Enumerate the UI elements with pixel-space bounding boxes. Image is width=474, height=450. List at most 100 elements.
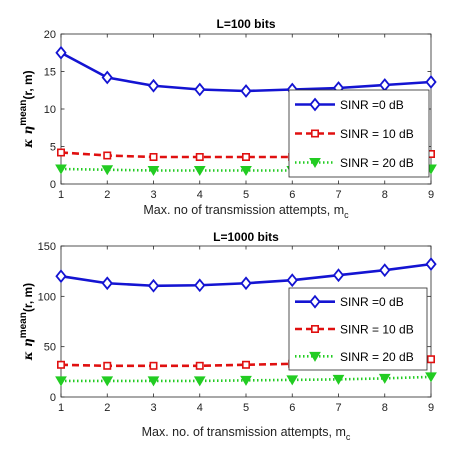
legend-marker bbox=[309, 294, 321, 309]
legend-marker bbox=[310, 129, 319, 138]
data-point bbox=[378, 373, 391, 384]
data-point bbox=[195, 361, 204, 370]
y-axis-label-superscript: mean bbox=[18, 100, 29, 126]
data-point bbox=[194, 278, 206, 293]
x-axis-label-subscript: c bbox=[346, 432, 351, 442]
x-tick-label: 6 bbox=[289, 189, 295, 201]
x-tick-label: 1 bbox=[58, 402, 64, 414]
y-axis-label-superscript: mean bbox=[18, 312, 29, 338]
data-point bbox=[101, 165, 114, 176]
data-point bbox=[55, 164, 67, 175]
data-point bbox=[55, 376, 67, 387]
data-point bbox=[56, 148, 65, 157]
data-point bbox=[56, 360, 65, 369]
data-point bbox=[286, 273, 298, 288]
x-tick-label: 7 bbox=[335, 189, 341, 201]
data-point bbox=[193, 376, 206, 387]
x-tick-label: 6 bbox=[289, 402, 295, 414]
legend-marker bbox=[309, 158, 321, 168]
data-point bbox=[242, 153, 251, 162]
y-tick-label: 10 bbox=[44, 104, 56, 116]
y-tick-label: 0 bbox=[50, 392, 56, 404]
data-point bbox=[240, 276, 252, 291]
x-tick-label: 7 bbox=[335, 402, 341, 414]
data-point bbox=[425, 257, 437, 272]
x-tick-label: 1 bbox=[58, 189, 64, 201]
data-point bbox=[240, 84, 252, 98]
y-axis-label-symbol: κ η bbox=[21, 338, 35, 361]
y-tick-label: 15 bbox=[44, 67, 56, 79]
x-tick-label: 3 bbox=[150, 402, 156, 414]
legend-label: SINR = 10 dB bbox=[340, 127, 414, 141]
x-tick-label: 8 bbox=[382, 189, 388, 201]
series-3 bbox=[55, 372, 437, 387]
x-axis-label-subscript: c bbox=[344, 210, 349, 220]
y-tick-label: 150 bbox=[38, 241, 56, 253]
data-point bbox=[101, 276, 113, 291]
x-tick-label: 4 bbox=[197, 189, 203, 201]
x-axis-label-main: Max. no of transmission attempts, m bbox=[143, 203, 344, 217]
y-axis-label: κ ηmean(r, m) bbox=[18, 283, 35, 361]
data-point bbox=[240, 166, 252, 176]
x-tick-label: 5 bbox=[243, 402, 249, 414]
y-tick-label: 100 bbox=[38, 291, 56, 303]
data-point bbox=[425, 372, 437, 383]
y-axis-label-symbol: κ η bbox=[21, 126, 35, 149]
data-point bbox=[379, 263, 391, 278]
data-point bbox=[101, 70, 113, 85]
data-point bbox=[147, 376, 160, 387]
data-point bbox=[286, 375, 299, 386]
x-tick-label: 3 bbox=[150, 189, 156, 201]
x-tick-label: 9 bbox=[428, 402, 434, 414]
legend-marker bbox=[309, 97, 321, 112]
y-axis-label: κ ηmean(r, m) bbox=[18, 70, 35, 148]
x-tick-label: 8 bbox=[382, 402, 388, 414]
data-point bbox=[149, 361, 158, 370]
data-point bbox=[149, 153, 158, 162]
legend: SINR =0 dB SINR = 10 dB SINR = 20 dB bbox=[288, 287, 428, 371]
data-point bbox=[332, 374, 345, 385]
y-axis-label-suffix: (r, m) bbox=[21, 70, 35, 99]
x-tick-label: 2 bbox=[104, 402, 110, 414]
y-axis-label-suffix: (r, m) bbox=[21, 283, 35, 312]
x-axis-label-main: Max. no. of transmission attempts, m bbox=[142, 425, 346, 439]
series-1 bbox=[55, 257, 437, 293]
x-tick-label: 2 bbox=[104, 189, 110, 201]
x-tick-label: 5 bbox=[243, 189, 249, 201]
data-point bbox=[55, 45, 67, 60]
x-axis-label: Max. no of transmission attempts, mc bbox=[143, 203, 349, 220]
data-point bbox=[242, 360, 251, 369]
chart-l1000: 1 2 3 4 5 6 7 8 9 0 50 100 150 L=1000 bits Max. no. of… bbox=[18, 230, 437, 442]
data-point bbox=[101, 376, 114, 387]
legend-label: SINR = 20 dB bbox=[340, 156, 414, 170]
data-point bbox=[425, 75, 437, 89]
chart-l100: 1 2 3 4 5 6 7 8 9 0 5 10 15 20 L=100 bits Max. no of tr… bbox=[18, 17, 437, 220]
data-point bbox=[103, 361, 112, 370]
legend-label: SINR = 10 dB bbox=[340, 323, 414, 337]
legend: SINR =0 dB SINR = 10 dB SINR = 20 dB bbox=[288, 89, 430, 178]
data-point bbox=[426, 355, 435, 364]
data-point bbox=[332, 268, 345, 283]
data-point bbox=[195, 153, 204, 162]
data-point bbox=[147, 166, 160, 176]
data-point bbox=[193, 166, 206, 176]
data-point bbox=[147, 278, 160, 293]
y-tick-label: 20 bbox=[44, 29, 56, 41]
y-tick-label: 5 bbox=[50, 142, 56, 154]
data-point bbox=[147, 78, 160, 93]
x-axis-label: Max. no. of transmission attempts, mc bbox=[142, 425, 351, 442]
legend-marker bbox=[309, 351, 321, 362]
x-tick-label: 9 bbox=[428, 189, 434, 201]
data-point bbox=[240, 375, 252, 386]
y-tick-label: 0 bbox=[50, 179, 56, 191]
data-point bbox=[55, 269, 67, 284]
legend-label: SINR = 20 dB bbox=[340, 350, 414, 364]
data-point bbox=[103, 151, 112, 160]
chart-title: L=1000 bits bbox=[213, 230, 279, 244]
legend-label: SINR =0 dB bbox=[340, 295, 404, 309]
x-tick-label: 4 bbox=[197, 402, 203, 414]
legend-label: SINR =0 dB bbox=[340, 98, 404, 112]
data-point bbox=[194, 82, 206, 97]
